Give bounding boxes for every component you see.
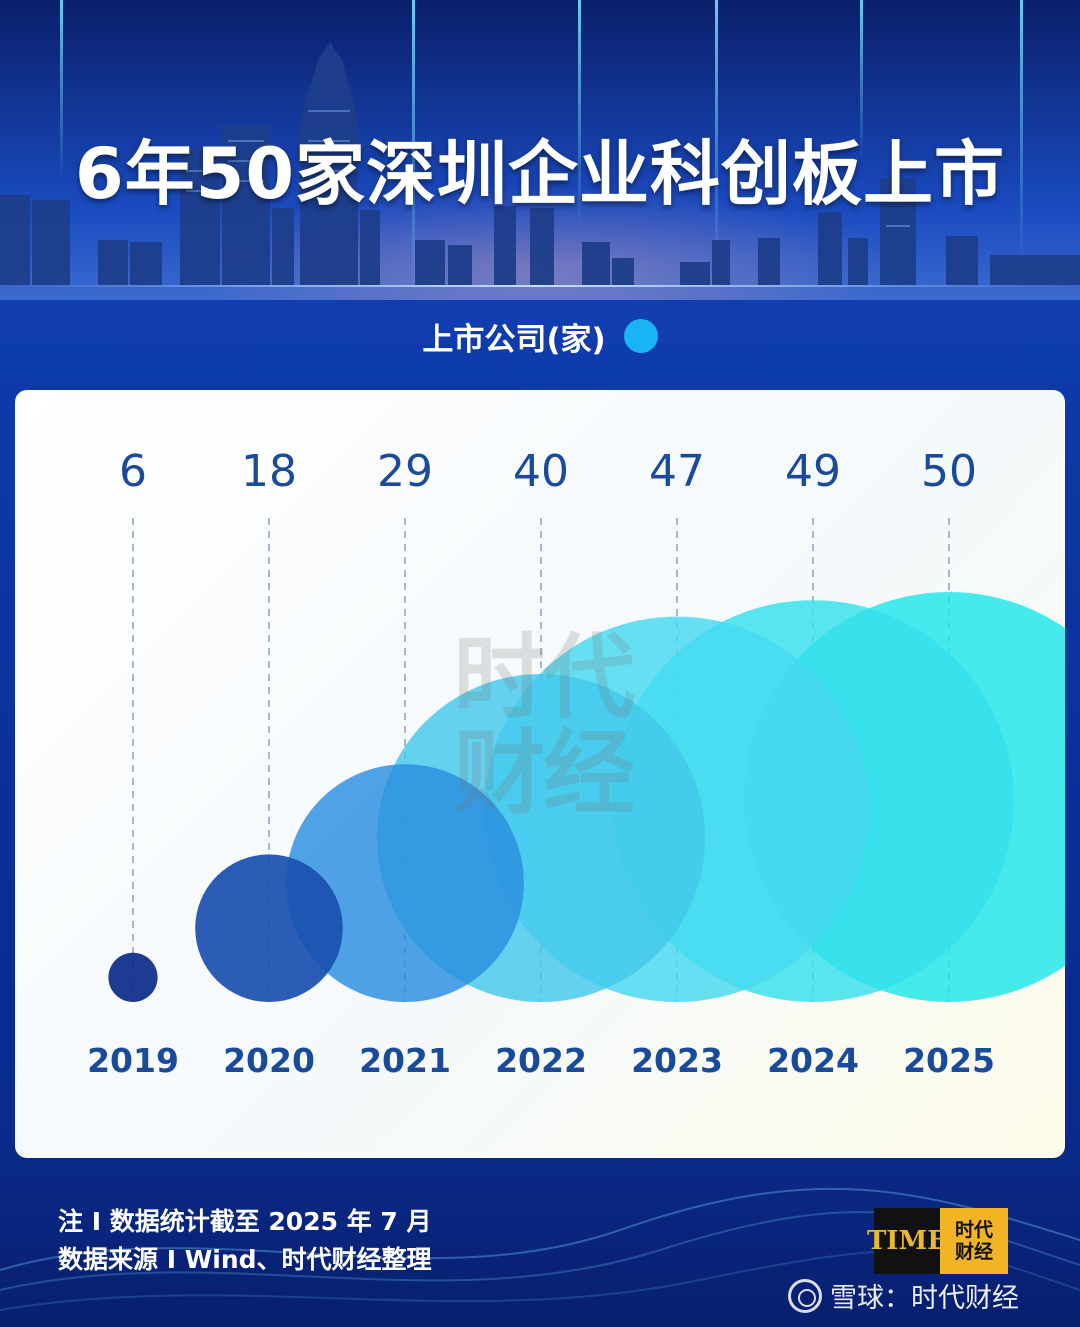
year-label-2023: 2023 xyxy=(631,1041,723,1080)
logo-cn-line2: 财经 xyxy=(954,1241,993,1263)
year-label-2025: 2025 xyxy=(903,1041,995,1080)
logo-time: TIME xyxy=(867,1208,947,1274)
watermark-line1: 时代 xyxy=(453,624,635,731)
footer-note: 注 I 数据统计截至 2025 年 7 月 xyxy=(58,1207,432,1236)
city-skyline xyxy=(0,42,1080,285)
legend-label: 上市公司(家) xyxy=(422,321,606,358)
bubble-chart: 6 18 29 40 47 49 50 2019 2020 2021 2022 2023 2024 202… xyxy=(87,446,1065,1080)
logo-cn-line1: 时代 xyxy=(954,1219,993,1241)
light-beam xyxy=(715,0,718,270)
chart-card: 6 18 29 40 47 49 50 2019 2020 2021 2022 2023 2024 202… xyxy=(15,390,1065,1158)
value-label-2023: 47 xyxy=(649,446,705,497)
footer-source: 数据来源 I Wind、时代财经整理 xyxy=(58,1245,432,1274)
light-beam xyxy=(60,0,63,180)
xueqiu-watermark: 雪球：时代财经 xyxy=(788,1276,1019,1315)
xueqiu-text: 雪球：时代财经 xyxy=(830,1283,1019,1314)
light-beam xyxy=(1020,0,1023,260)
year-label-2024: 2024 xyxy=(767,1041,859,1080)
legend: 上市公司(家) xyxy=(0,312,1080,360)
light-beam xyxy=(412,0,415,300)
logo-cn: 时代 财经 xyxy=(940,1208,1008,1274)
page-title: 6年50家深圳企业科创板上市 xyxy=(74,133,1006,215)
bubble-2019 xyxy=(108,952,158,1003)
legend-dot xyxy=(623,319,658,353)
bubbles xyxy=(108,592,1065,1003)
value-label-2020: 18 xyxy=(241,446,297,497)
value-label-2024: 49 xyxy=(785,446,841,497)
light-beam xyxy=(860,0,863,160)
value-label-2022: 40 xyxy=(513,446,569,497)
horizon-line xyxy=(0,285,1080,287)
bubble-2021 xyxy=(286,764,524,1002)
xueqiu-icon xyxy=(788,1278,822,1313)
light-beam xyxy=(578,0,581,230)
watermark-line2: 财经 xyxy=(453,720,635,827)
year-label-2021: 2021 xyxy=(359,1041,451,1080)
watermark: 时代 财经 xyxy=(453,630,653,822)
value-label-2021: 29 xyxy=(377,446,433,497)
bubble-2020 xyxy=(195,854,343,1002)
value-label-2025: 50 xyxy=(921,446,977,497)
year-label-2022: 2022 xyxy=(495,1041,587,1080)
footer-notes: 注 I 数据统计截至 2025 年 7 月 数据来源 I Wind、时代财经整理 xyxy=(58,1203,432,1279)
time-finance-logo: TIME 时代 财经 xyxy=(867,1208,1008,1274)
year-label-2020: 2020 xyxy=(223,1041,315,1080)
year-label-2019: 2019 xyxy=(87,1041,179,1080)
value-label-2019: 6 xyxy=(119,446,147,497)
